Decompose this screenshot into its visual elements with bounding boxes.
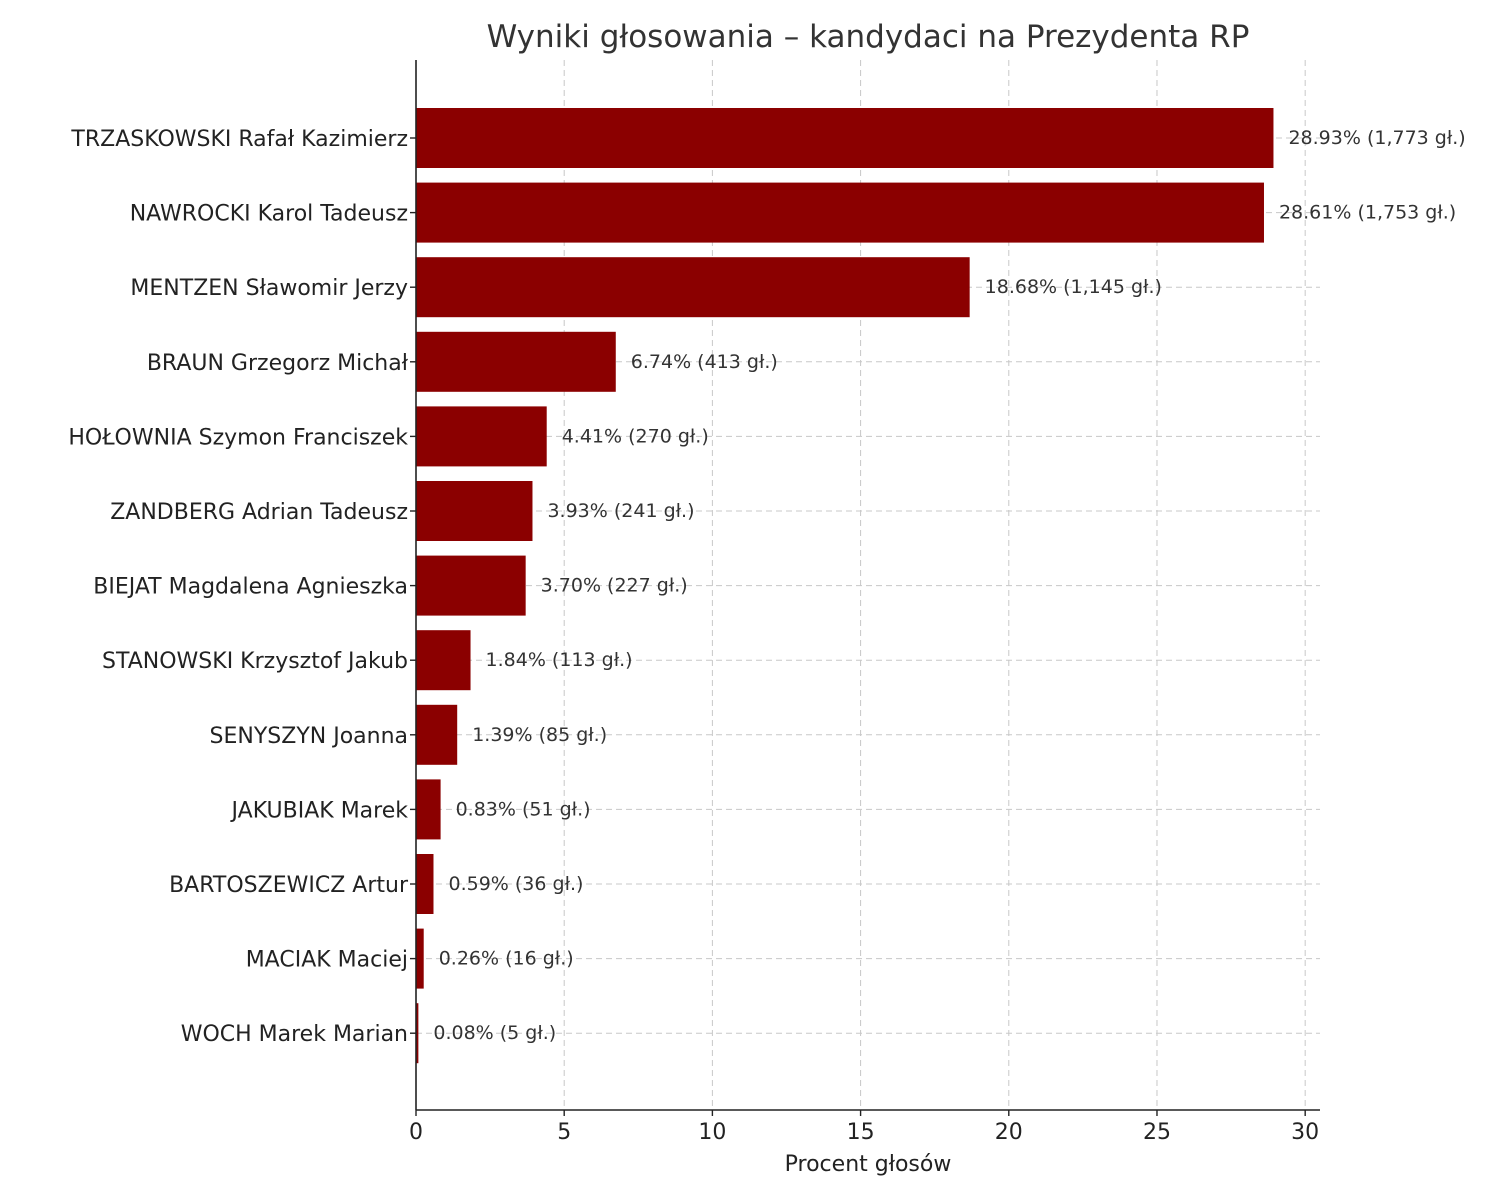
bar <box>416 481 533 541</box>
data-label: 0.08% (5 gł.) <box>433 1022 556 1044</box>
bar <box>416 257 970 318</box>
category-labels: TRZASKOWSKI Rafał Kazimierz NAWROCKI Karo… <box>68 127 416 1047</box>
x-axis-ticks: 0 5 10 15 20 25 30 <box>409 1110 1319 1145</box>
data-label: 3.93% (241 gł.) <box>547 500 694 522</box>
bar <box>416 182 1264 243</box>
x-tick-label: 10 <box>698 1120 726 1145</box>
category-label: MENTZEN Sławomir Jerzy <box>130 276 408 301</box>
category-label: BARTOSZEWICZ Artur <box>169 873 409 898</box>
x-tick-label: 15 <box>847 1120 875 1145</box>
category-label: ZANDBERG Adrian Tadeusz <box>110 500 408 525</box>
x-tick-label: 5 <box>557 1120 571 1145</box>
data-label: 6.74% (413 gł.) <box>631 351 778 373</box>
category-label: SENYSZYN Joanna <box>210 724 408 749</box>
bar <box>416 331 616 392</box>
data-label: 1.84% (113 gł.) <box>486 649 633 671</box>
data-label: 0.26% (16 gł.) <box>439 948 574 970</box>
data-label: 1.39% (85 gł.) <box>472 724 607 746</box>
data-label: 28.93% (1,773 gł.) <box>1288 127 1465 149</box>
category-label: TRZASKOWSKI Rafał Kazimierz <box>70 127 408 152</box>
bar <box>416 854 434 914</box>
category-label: HOŁOWNIA Szymon Franciszek <box>68 425 408 450</box>
data-label: 4.41% (270 gł.) <box>562 425 709 447</box>
category-label: BRAUN Grzegorz Michał <box>147 351 409 376</box>
x-tick-label: 25 <box>1143 1120 1171 1145</box>
category-label: NAWROCKI Karol Tadeusz <box>130 202 408 227</box>
data-labels: 28.93% (1,773 gł.) 28.61% (1,753 gł.) 18.6… <box>433 127 1465 1044</box>
bar <box>416 928 424 989</box>
x-tick-label: 0 <box>409 1120 423 1145</box>
category-label: JAKUBIAK Marek <box>230 798 409 823</box>
data-label: 28.61% (1,753 gł.) <box>1279 202 1456 224</box>
bar <box>416 406 547 467</box>
category-label: WOCH Marek Marian <box>181 1022 408 1047</box>
bar <box>416 630 471 691</box>
bar <box>416 1003 419 1064</box>
category-label: STANOWSKI Krzysztof Jakub <box>102 649 408 674</box>
category-label: BIEJAT Magdalena Agnieszka <box>93 575 408 600</box>
bars <box>416 108 1274 1064</box>
data-label: 0.83% (51 gł.) <box>456 798 591 820</box>
bar <box>416 704 458 765</box>
category-label: MACIAK Maciej <box>246 948 408 973</box>
chart-title: Wyniki głosowania – kandydaci na Prezyde… <box>487 19 1250 55</box>
data-label: 3.70% (227 gł.) <box>541 575 688 597</box>
bar <box>416 779 441 840</box>
bar <box>416 555 526 616</box>
data-label: 0.59% (36 gł.) <box>448 873 583 895</box>
bar <box>416 108 1274 168</box>
x-axis-title: Procent głosów <box>785 1152 952 1177</box>
x-tick-label: 20 <box>995 1120 1023 1145</box>
data-label: 18.68% (1,145 gł.) <box>985 276 1162 298</box>
x-tick-label: 30 <box>1291 1120 1319 1145</box>
